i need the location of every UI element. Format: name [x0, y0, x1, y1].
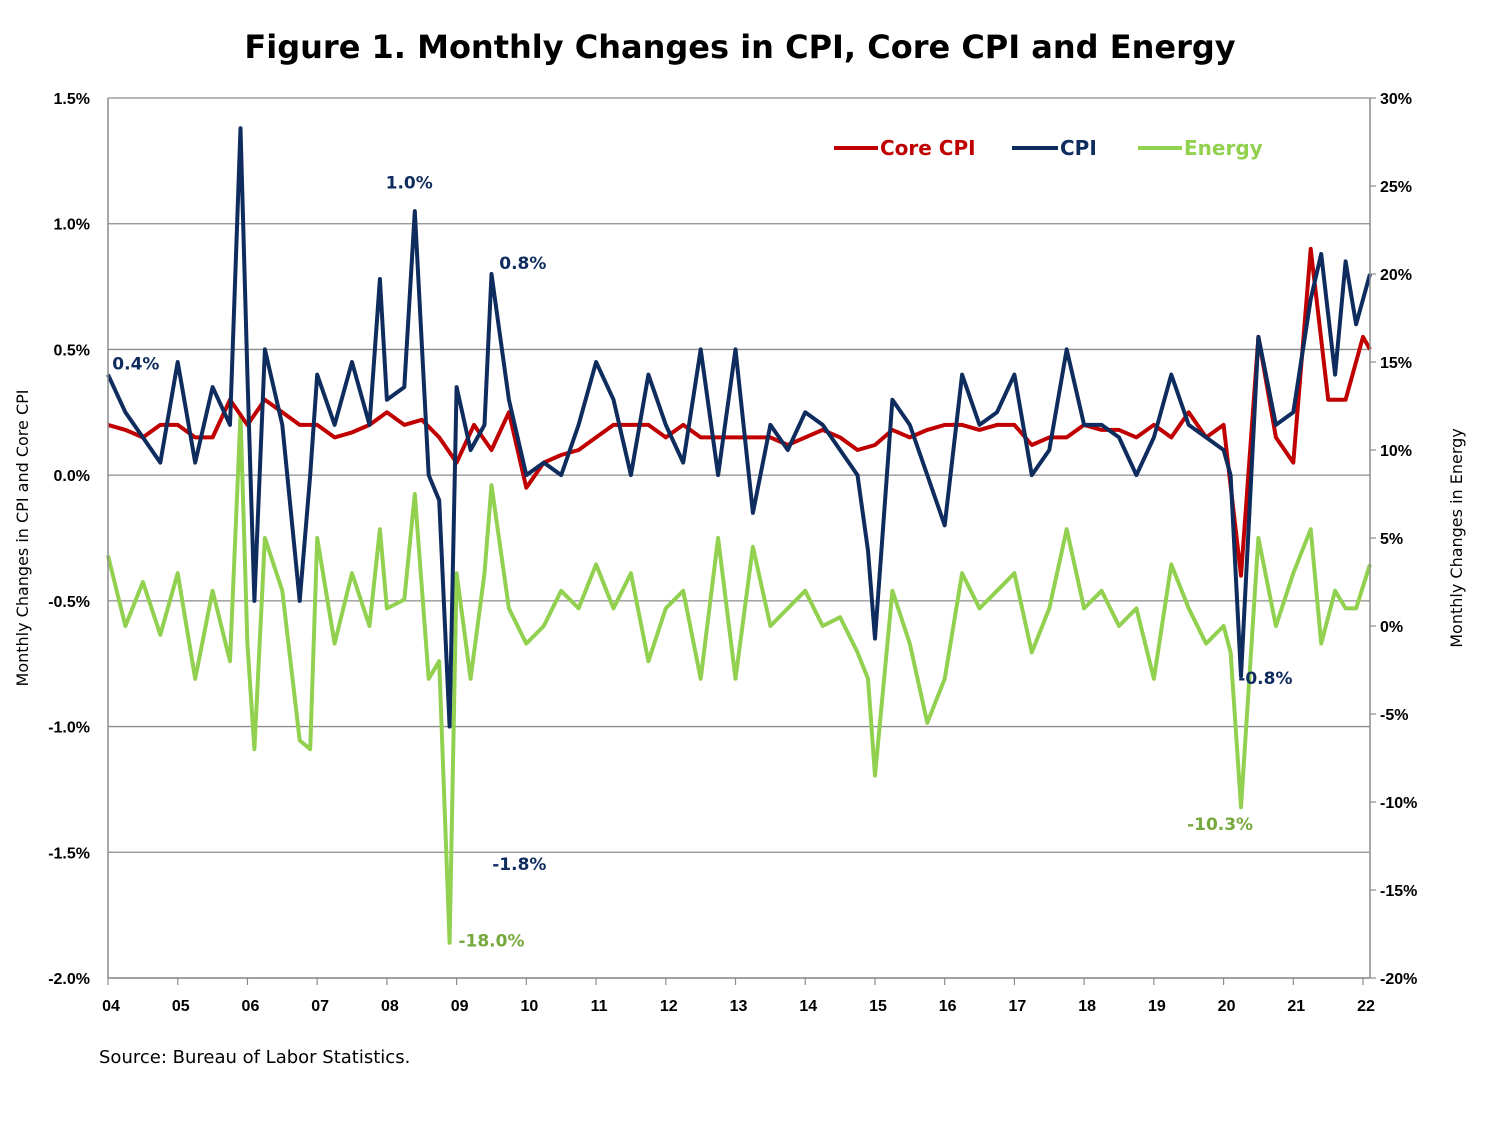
legend: Core CPI CPI Energy [834, 136, 1263, 160]
axes [107, 98, 1371, 979]
right-y-tick-label: 15% [1380, 355, 1412, 372]
left-y-axis: 1.5% 1.0% 0.5% 0.0% -0.5% -1.0% -1.5% -2.0% [48, 91, 90, 988]
left-y-tick-label: -0.5% [48, 594, 90, 611]
left-y-tick-label: 1.5% [54, 91, 90, 108]
data-label: -10.3% [1187, 815, 1253, 835]
right-y-tick-label: 10% [1380, 443, 1412, 460]
left-y-axis-label: Monthly Changes in CPI and Core CPI [13, 390, 32, 687]
x-axis: 04 05 06 07 08 09 10 11 12 13 14 15 16 17 18 19 20 21 22 [102, 978, 1375, 1015]
x-tick-label: 16 [939, 998, 957, 1015]
x-tick-label: 11 [591, 998, 608, 1015]
right-y-tick-label: -15% [1380, 883, 1417, 900]
x-tick-label: 14 [799, 998, 817, 1015]
right-y-axis-label: Monthly Changes in Energy [1447, 428, 1466, 648]
right-y-tick-label: 25% [1380, 179, 1412, 196]
x-tick-label: 20 [1218, 998, 1236, 1015]
data-label: 0.8% [499, 254, 546, 274]
x-tick-label: 15 [869, 998, 887, 1015]
right-y-tick-label: -10% [1380, 795, 1417, 812]
x-tick-label: 17 [1009, 998, 1027, 1015]
x-tick-label: 18 [1078, 998, 1096, 1015]
series-line-core-cpi [107, 246, 1372, 578]
left-y-tick-label: -1.0% [48, 720, 90, 737]
data-label: 1.0% [386, 174, 433, 194]
series-line-cpi [106, 126, 1372, 729]
x-tick-label: 07 [311, 998, 329, 1015]
left-y-tick-label: 0.5% [54, 342, 90, 359]
data-label: -18.0% [458, 931, 524, 951]
left-y-tick-label: 1.0% [54, 217, 90, 234]
series-layer [106, 126, 1372, 945]
x-tick-label: 04 [102, 998, 120, 1015]
x-tick-label: 22 [1357, 998, 1375, 1015]
x-tick-label: 09 [451, 998, 469, 1015]
right-y-tick-label: 20% [1380, 267, 1412, 284]
x-tick-label: 21 [1287, 998, 1305, 1015]
x-tick-label: 06 [242, 998, 260, 1015]
x-tick-label: 19 [1148, 998, 1166, 1015]
data-label: 0.4% [112, 355, 159, 375]
right-y-tick-label: -5% [1380, 707, 1408, 724]
x-tick-label: 10 [520, 998, 538, 1015]
right-y-tick-label: -20% [1380, 971, 1417, 988]
data-label: -0.8% [1238, 669, 1292, 689]
left-y-tick-label: -1.5% [48, 845, 90, 862]
legend-label: Energy [1184, 136, 1263, 160]
x-tick-label: 13 [730, 998, 748, 1015]
chart-title: Figure 1. Monthly Changes in CPI, Core C… [244, 28, 1235, 66]
x-tick-label: 08 [381, 998, 399, 1015]
series-line-energy [106, 412, 1372, 945]
left-y-tick-label: -2.0% [48, 971, 90, 988]
right-y-tick-label: 5% [1380, 531, 1403, 548]
left-y-tick-label: 0.0% [54, 468, 90, 485]
source-note: Source: Bureau of Labor Statistics. [99, 1047, 410, 1068]
right-y-axis: 30% 25% 20% 15% 10% 5% 0% -5% -10% -15% -20% [1370, 91, 1417, 988]
annotations: 0.4% 1.0% 0.8% -1.8% -18.0% -0.8% -10.3% [112, 174, 1292, 952]
right-y-tick-label: 30% [1380, 91, 1412, 108]
gridlines [108, 97, 1370, 979]
legend-label: Core CPI [880, 136, 976, 160]
x-tick-label: 12 [660, 998, 678, 1015]
legend-label: CPI [1060, 136, 1097, 160]
x-tick-label: 05 [172, 998, 190, 1015]
data-label: -1.8% [492, 855, 546, 875]
right-y-tick-label: 0% [1380, 619, 1403, 636]
